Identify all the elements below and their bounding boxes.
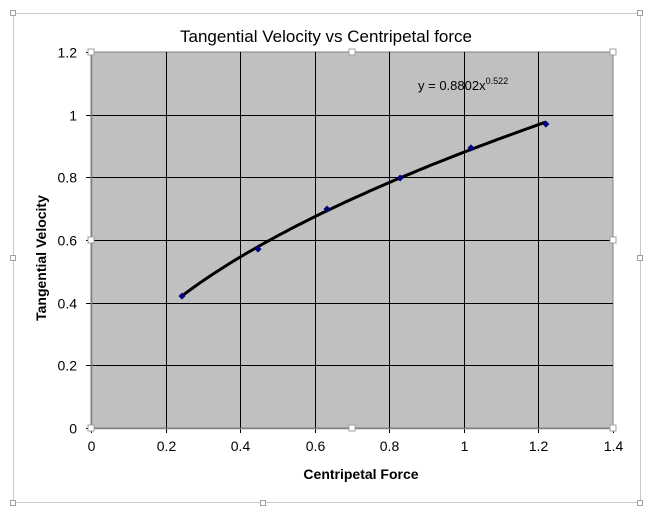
x-tick-label: 0.6 (306, 438, 326, 454)
resize-handle-top-right[interactable] (637, 10, 643, 16)
data-point-marker[interactable] (396, 174, 404, 182)
y-tick-label: 1 (69, 108, 77, 124)
plot-area[interactable] (86, 51, 614, 433)
power-trendline[interactable] (181, 120, 547, 298)
plot-area-resize-handle[interactable] (87, 424, 95, 432)
resize-handle-top-left[interactable] (10, 10, 16, 16)
y-tick-label: 1.2 (58, 45, 78, 61)
resize-handle-bottom-right[interactable] (637, 500, 643, 506)
x-axis-title[interactable]: Centripetal Force (303, 466, 418, 482)
y-axis-title[interactable]: Tangential Velocity (33, 195, 49, 321)
resize-handle-bottom-left[interactable] (10, 500, 16, 506)
x-tick-label: 0.4 (231, 438, 251, 454)
plot-area-resize-handle[interactable] (348, 48, 356, 56)
data-point-marker[interactable] (254, 245, 262, 253)
equation-text: y = 0.8802x (418, 78, 486, 93)
plot-area-resize-handle[interactable] (348, 424, 356, 432)
y-tick-label: 0.6 (58, 233, 78, 249)
resize-handle-right[interactable] (637, 255, 643, 261)
resize-handle-left[interactable] (10, 255, 16, 261)
data-point-marker[interactable] (178, 292, 186, 300)
resize-handle-bottom[interactable] (260, 500, 266, 506)
plot-area-resize-handle[interactable] (87, 48, 95, 56)
plot-area-resize-handle[interactable] (609, 424, 617, 432)
x-tick-label: 1 (461, 438, 469, 454)
y-tick-label: 0.2 (58, 358, 78, 374)
plot-area-resize-handle[interactable] (609, 236, 617, 244)
chart-title[interactable]: Tangential Velocity vs Centripetal force (180, 27, 472, 46)
plot-area-resize-handle[interactable] (609, 48, 617, 56)
x-tick-label: 0.2 (157, 438, 177, 454)
y-tick-label: 0.4 (58, 296, 78, 312)
data-point-marker[interactable] (323, 205, 331, 213)
y-tick-label: 0 (69, 421, 77, 437)
x-tick-label: 1.2 (529, 438, 549, 454)
plot-area-resize-handle[interactable] (87, 236, 95, 244)
data-point-marker[interactable] (542, 120, 550, 128)
data-point-marker[interactable] (467, 144, 475, 152)
trendline-equation[interactable]: y = 0.8802x0.522 (418, 76, 508, 93)
x-tick-label: 1.4 (604, 438, 624, 454)
x-tick-label: 0 (88, 438, 96, 454)
x-tick-label: 0.8 (380, 438, 400, 454)
y-tick-label: 0.8 (58, 170, 78, 186)
equation-exponent: 0.522 (486, 76, 509, 86)
